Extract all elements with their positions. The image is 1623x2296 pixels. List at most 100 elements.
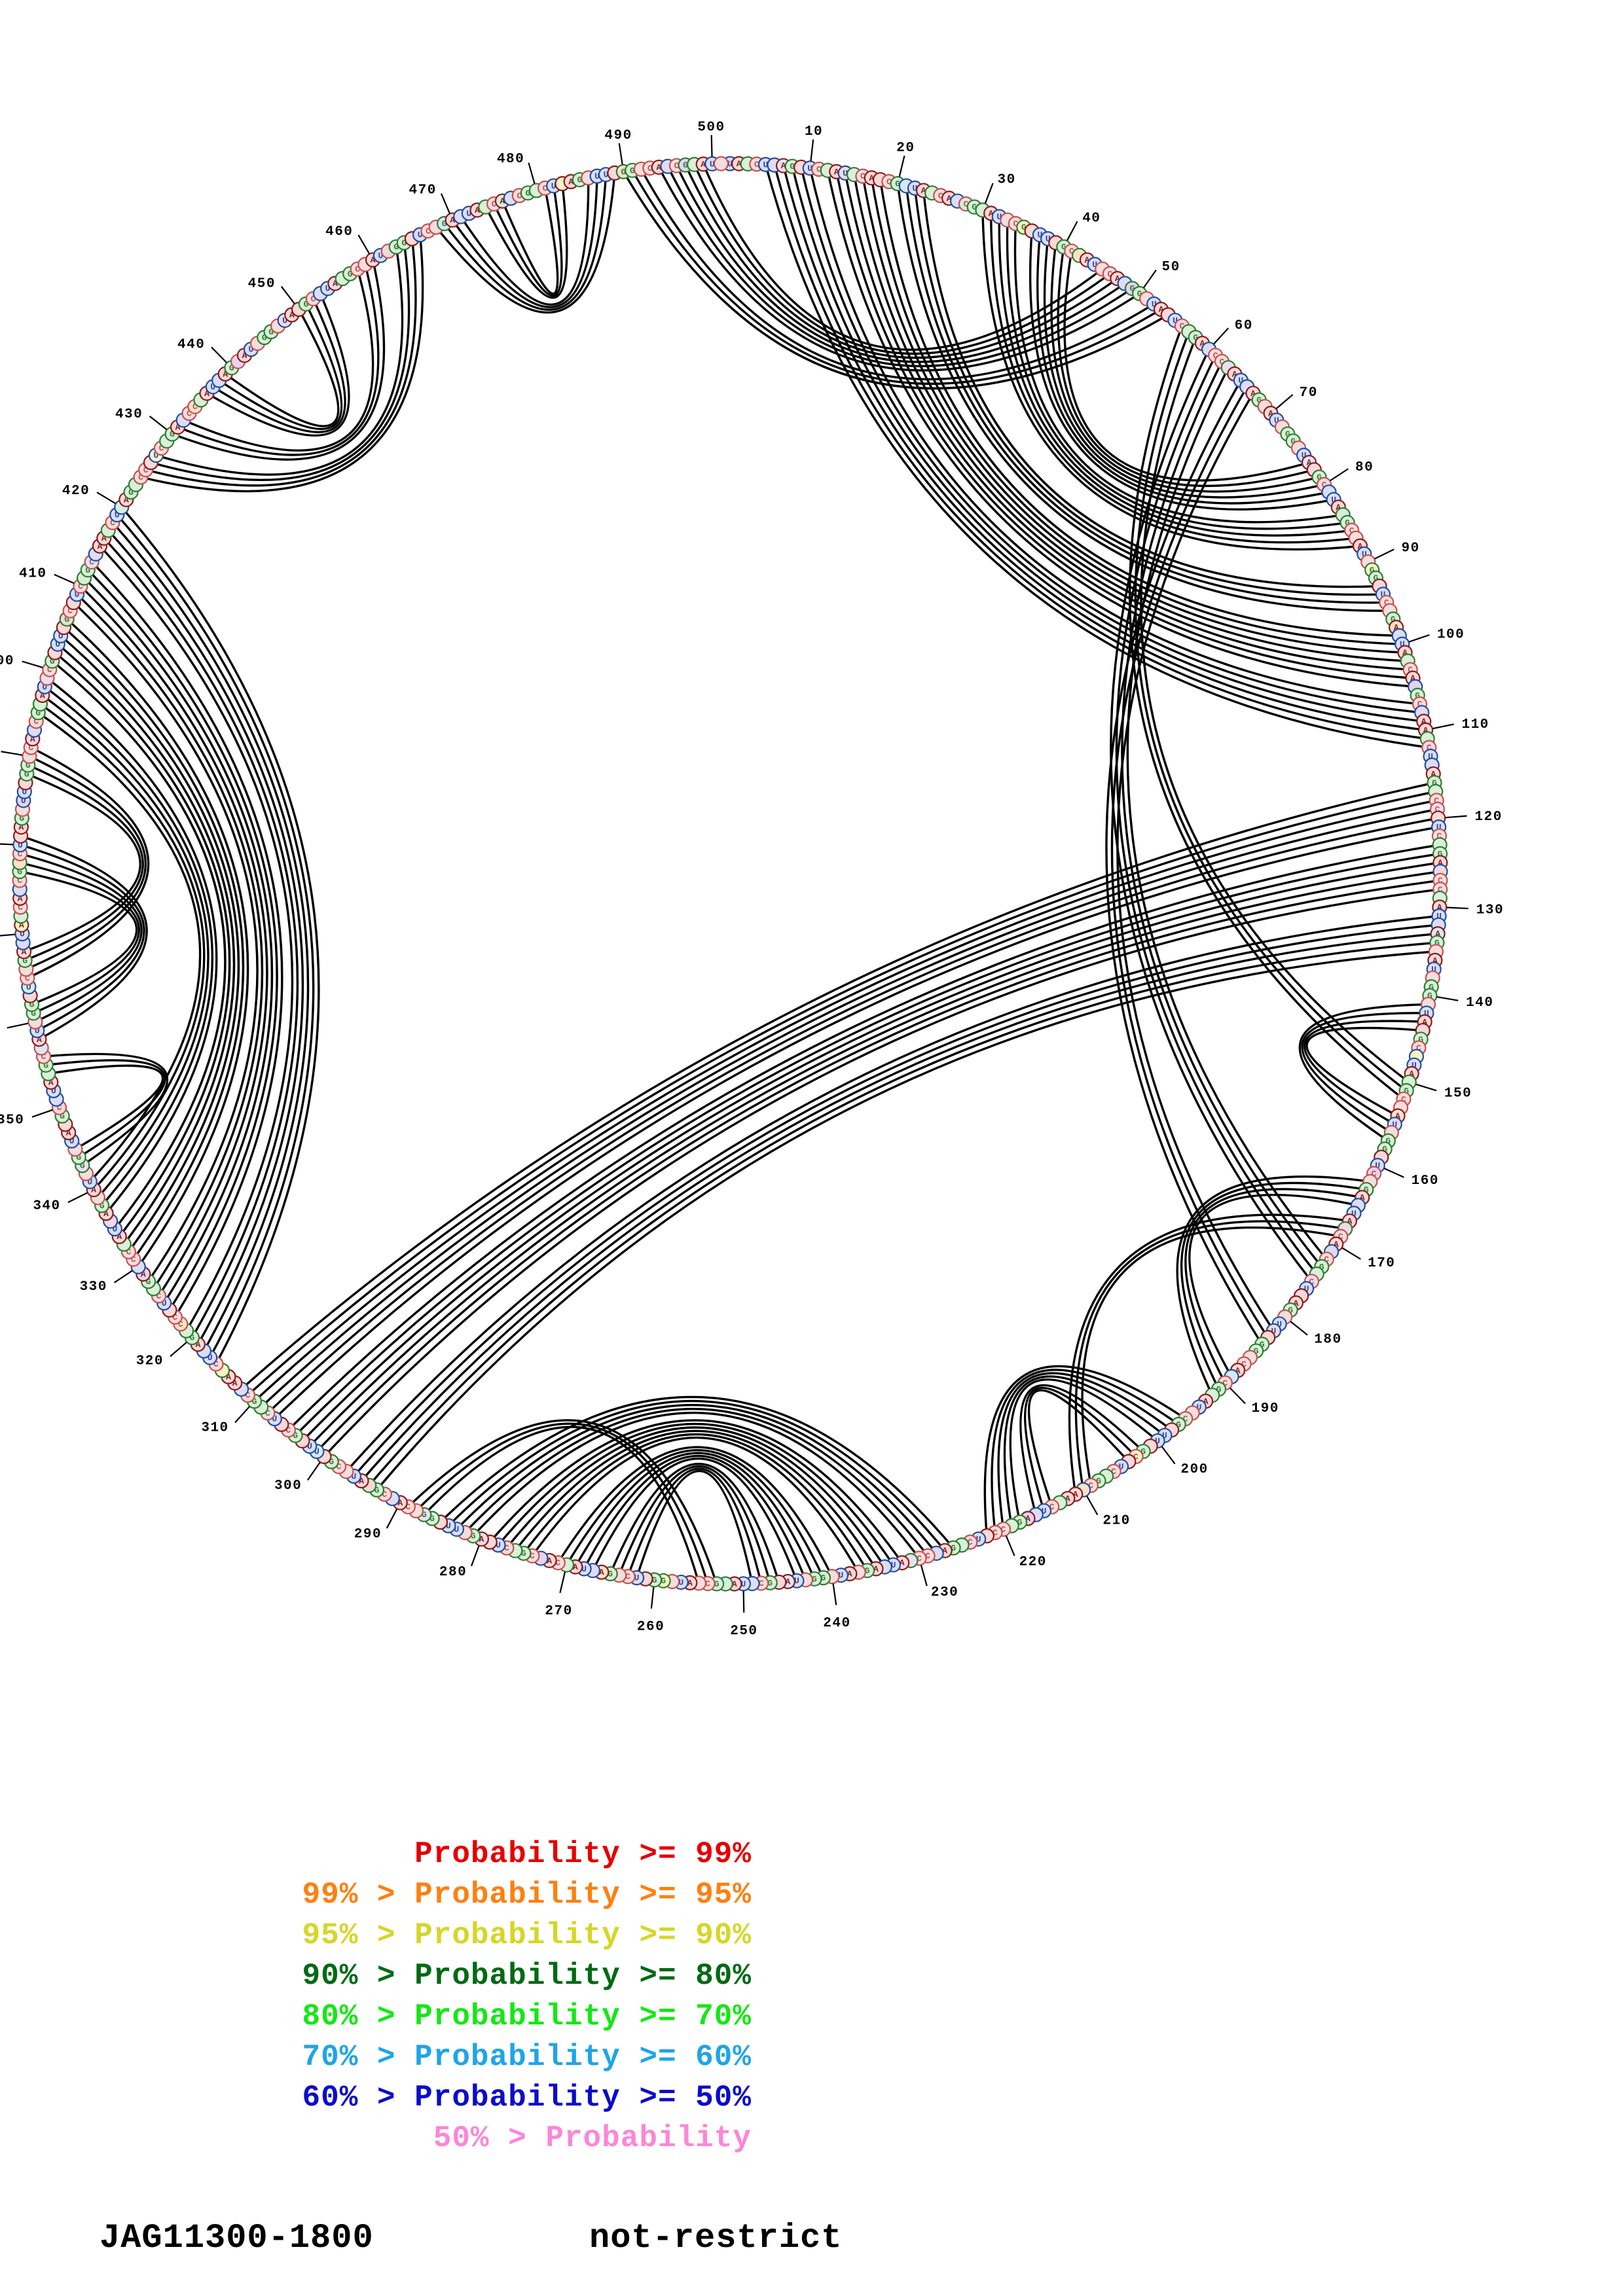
base-pair-arc[interactable] — [107, 529, 304, 1346]
base-pair-arc[interactable] — [773, 164, 1429, 740]
base-pair-arc[interactable] — [826, 169, 1417, 688]
base-pair-arc[interactable] — [666, 165, 1134, 368]
base-pair-arc[interactable] — [1105, 379, 1264, 1346]
base-pair-arc[interactable] — [79, 584, 268, 1297]
base-pair-arc[interactable] — [702, 163, 1104, 351]
base-pair-arc[interactable] — [82, 577, 274, 1304]
base-pair-arc[interactable] — [1057, 245, 1316, 488]
base-pair-arc[interactable] — [981, 209, 1362, 551]
base-pair-arc[interactable] — [360, 933, 1439, 1482]
base-pair-arc[interactable] — [1063, 249, 1311, 482]
base-pair-arc[interactable] — [217, 302, 343, 431]
base-pair-arc[interactable] — [1188, 1193, 1360, 1378]
base-pair-arc[interactable] — [1050, 242, 1321, 493]
base-pair-arc[interactable] — [86, 569, 278, 1312]
base-pair-arc[interactable] — [51, 660, 227, 1230]
base-pair-arc[interactable] — [171, 259, 386, 461]
base-pair-arc[interactable] — [522, 1433, 869, 1572]
base-pair-arc[interactable] — [1116, 392, 1275, 1332]
base-pair-arc[interactable] — [460, 177, 590, 306]
base-pair-arc[interactable] — [90, 560, 283, 1318]
base-pair-arc[interactable] — [182, 268, 374, 452]
base-pair-arc[interactable] — [1184, 1188, 1364, 1384]
base-pair-arc[interactable] — [905, 185, 1388, 604]
base-pair-arc[interactable] — [799, 166, 1423, 714]
base-pair-arc[interactable] — [352, 924, 1440, 1478]
base-pair-arc[interactable] — [253, 799, 1438, 1403]
base-pair-arc[interactable] — [488, 1419, 903, 1564]
base-pair-arc[interactable] — [62, 626, 245, 1261]
base-pair-arc[interactable] — [1074, 1220, 1347, 1492]
base-pair-arc[interactable] — [1180, 1181, 1368, 1391]
base-pair-arc[interactable] — [294, 852, 1442, 1437]
base-pair-arc[interactable] — [1121, 360, 1323, 1268]
base-pair-arc[interactable] — [39, 702, 206, 1191]
base-pair-arc[interactable] — [72, 601, 259, 1283]
base-pair-arc[interactable] — [1298, 1003, 1430, 1142]
base-pair-arc[interactable] — [24, 764, 144, 962]
base-pair-arc[interactable] — [176, 263, 380, 456]
base-pair-arc[interactable] — [1129, 325, 1405, 1101]
rna-circle-plot[interactable]: U A C U A G U C A U C A C G U AC AC GA UC GU UG CA UC AGGUAUCGA… — [0, 0, 1623, 1676]
base-pair-arc[interactable] — [111, 521, 310, 1352]
base-pair-arc[interactable] — [635, 1470, 754, 1585]
base-pair-arc[interactable] — [501, 187, 559, 295]
base-pair-arc[interactable] — [1013, 222, 1344, 524]
base-pair-arc[interactable] — [224, 308, 340, 427]
base-pair-arc[interactable] — [1027, 1389, 1130, 1508]
base-pair-arc[interactable] — [791, 165, 1425, 723]
base-pair-arc[interactable] — [983, 1365, 1187, 1537]
base-pair-arc[interactable] — [103, 537, 299, 1339]
base-pair-arc[interactable] — [1305, 1026, 1424, 1117]
base-pair-arc[interactable] — [989, 212, 1357, 544]
base-pair-arc[interactable] — [693, 163, 1112, 355]
base-pair-arc[interactable] — [631, 169, 1163, 386]
base-pair-arc[interactable] — [1176, 1175, 1372, 1397]
base-pair-arc[interactable] — [862, 175, 1406, 654]
base-pair-arc[interactable] — [19, 834, 148, 1041]
base-pair-arc[interactable] — [25, 755, 147, 971]
base-pair-arc[interactable] — [497, 1423, 895, 1566]
base-pair-arc[interactable] — [684, 164, 1119, 359]
base-pair-arc[interactable] — [75, 593, 264, 1290]
base-pair-arc[interactable] — [879, 178, 1400, 637]
base-pair-arc[interactable] — [556, 1446, 833, 1578]
base-pair-arc[interactable] — [1126, 367, 1328, 1261]
base-pair-arc[interactable] — [367, 941, 1438, 1487]
base-pair-arc[interactable] — [565, 1448, 825, 1579]
base-pair-arc[interactable] — [922, 189, 1381, 588]
base-pair-arc[interactable] — [1009, 1378, 1159, 1524]
base-pair-arc[interactable] — [211, 297, 346, 433]
base-pair-arc[interactable] — [1029, 230, 1335, 511]
base-pair-arc[interactable] — [287, 844, 1441, 1431]
base-pair-arc[interactable] — [18, 852, 143, 1023]
base-pair-arc[interactable] — [1110, 348, 1313, 1283]
base-pair-arc[interactable] — [435, 171, 616, 314]
base-pair-arc[interactable] — [471, 1411, 921, 1560]
base-pair-arc[interactable] — [345, 914, 1440, 1473]
base-pair-arc[interactable] — [240, 781, 1436, 1391]
base-pair-arc[interactable] — [375, 950, 1438, 1492]
base-pair-arc[interactable] — [640, 168, 1156, 381]
base-pair-arc[interactable] — [149, 242, 410, 482]
base-pair-arc[interactable] — [514, 1429, 877, 1570]
base-pair-arc[interactable] — [42, 1052, 168, 1167]
base-pair-arc[interactable] — [1003, 1375, 1166, 1527]
base-pair-arc[interactable] — [423, 1426, 701, 1585]
base-pair-arc[interactable] — [18, 861, 140, 1014]
base-pair-arc[interactable] — [316, 879, 1442, 1453]
base-pair-arc[interactable] — [1081, 1226, 1342, 1487]
base-pair-arc[interactable] — [439, 1395, 955, 1549]
base-pair-arc[interactable] — [45, 1059, 166, 1158]
base-pair-arc[interactable] — [98, 545, 294, 1332]
base-pair-arc[interactable] — [1036, 234, 1330, 505]
base-pair-arc[interactable] — [308, 870, 1442, 1448]
base-pair-arc[interactable] — [19, 844, 145, 1032]
base-pair-arc[interactable] — [1115, 354, 1318, 1276]
base-pair-arc[interactable] — [407, 1419, 718, 1585]
base-pair-arc[interactable] — [675, 164, 1126, 363]
base-pair-arc[interactable] — [301, 861, 1442, 1443]
base-pair-arc[interactable] — [22, 772, 141, 953]
base-pair-arc[interactable] — [1134, 331, 1408, 1092]
base-pair-arc[interactable] — [991, 1369, 1180, 1534]
